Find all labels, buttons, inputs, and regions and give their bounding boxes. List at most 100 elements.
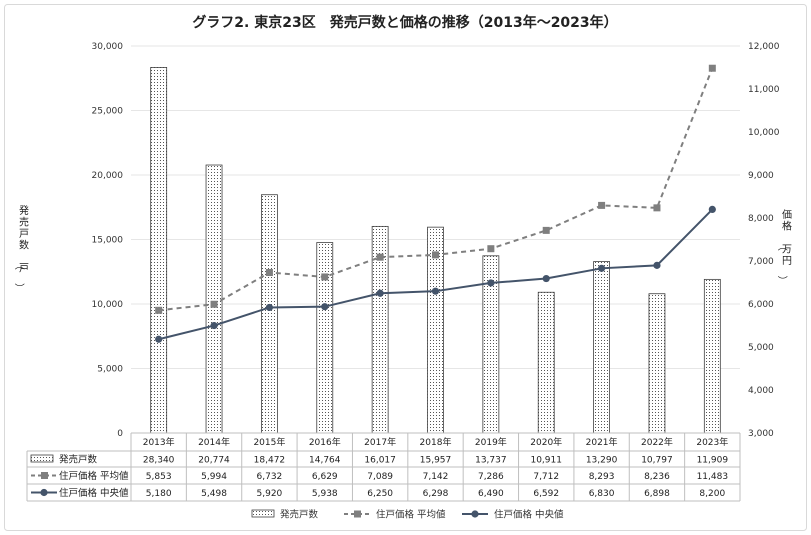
bar-units-sold [537, 291, 555, 434]
table-cell-average-price: 5,853 [146, 472, 172, 482]
bar-units-sold [648, 293, 666, 434]
x-category-label: 2014年 [198, 436, 230, 448]
point-average-price [210, 300, 218, 308]
x-category-label: 2021年 [586, 436, 618, 448]
point-average-price [542, 226, 550, 234]
x-category-label: 2015年 [253, 436, 285, 448]
table-cell-median-price: 8,200 [699, 489, 725, 499]
x-category-label: 2013年 [143, 436, 175, 448]
point-average-price [321, 273, 329, 281]
point-average-price [432, 251, 439, 259]
point-median-price [321, 303, 329, 311]
y-right-tick-label: 7,000 [748, 257, 774, 267]
table-cell-median-price: 6,490 [478, 489, 504, 499]
y-left-tick-label: 25,000 [92, 107, 124, 117]
bar-units-sold [316, 242, 334, 434]
point-average-price [487, 245, 495, 253]
legend-label: 発売戸数 [280, 509, 319, 521]
x-category-label: 2020年 [530, 436, 562, 448]
point-median-price [487, 279, 495, 287]
bar-units-sold [205, 164, 223, 434]
point-median-price [210, 321, 218, 330]
x-category-label: 2019年 [475, 436, 507, 448]
y-left-tick-label: 0 [117, 429, 123, 439]
y-right-tick-label: 9,000 [748, 171, 774, 181]
x-category-label: 2023年 [696, 436, 728, 448]
point-average-price [265, 269, 273, 277]
table-cell-units-sold: 13,737 [475, 456, 507, 466]
x-category-label: 2017年 [364, 436, 396, 448]
y-right-tick-label: 11,000 [748, 85, 780, 95]
table-cell-units-sold: 20,774 [198, 456, 230, 466]
y-left-tick-label: 30,000 [92, 42, 124, 52]
y-right-tick-label: 6,000 [748, 300, 774, 310]
table-cell-units-sold: 18,472 [254, 456, 286, 466]
table-cell-average-price: 8,293 [589, 472, 615, 482]
table-cell-average-price: 5,994 [201, 472, 227, 482]
table-cell-units-sold: 28,340 [143, 456, 175, 466]
table-cell-average-price: 7,286 [478, 472, 504, 482]
x-category-label: 2016年 [309, 436, 341, 448]
point-median-price [597, 264, 606, 272]
table-cell-median-price: 6,298 [423, 489, 449, 499]
point-average-price [653, 204, 661, 212]
table-cell-average-price: 7,089 [367, 472, 393, 482]
table-cell-units-sold: 10,797 [641, 456, 673, 466]
chart-frame [4, 4, 807, 531]
legend-marker-table-average-price [41, 472, 48, 479]
table-cell-average-price: 11,483 [697, 472, 729, 482]
legend-marker-average-price [354, 510, 361, 518]
table-row-label: 発売戸数 [59, 454, 98, 466]
table-cell-units-sold: 11,909 [697, 456, 729, 466]
point-median-price [653, 261, 661, 269]
point-average-price [155, 306, 163, 314]
point-average-price [708, 64, 716, 72]
point-median-price [708, 205, 716, 213]
table-cell-median-price: 5,938 [312, 489, 338, 499]
legend-marker-table-median-price [40, 488, 48, 497]
table-cell-average-price: 6,732 [257, 472, 283, 482]
bar-units-sold [150, 67, 168, 434]
table-cell-median-price: 5,920 [257, 489, 283, 499]
y-right-tick-label: 3,000 [748, 429, 774, 439]
y-right-tick-label: 12,000 [748, 42, 780, 52]
y-right-tick-label: 4,000 [748, 386, 774, 396]
table-cell-average-price: 7,142 [423, 472, 449, 482]
legend-label: 住戸価格 平均値 [376, 509, 446, 521]
table-row-label: 住戸価格 平均値 [59, 470, 129, 482]
bar-units-sold [593, 261, 610, 434]
chart-title: グラフ2. 東京23区 発売戸数と価格の推移（2013年～2023年） [192, 14, 617, 31]
point-average-price [598, 201, 606, 209]
x-category-label: 2022年 [641, 436, 673, 448]
legend-marker-median-price [471, 510, 479, 518]
legend-key-units-sold [251, 509, 275, 518]
y-left-tick-label: 5,000 [97, 365, 123, 375]
table-cell-median-price: 6,898 [644, 489, 670, 499]
y-right-axis-title: 価格（万円） [776, 208, 792, 286]
table-cell-average-price: 8,236 [644, 472, 670, 482]
table-cell-median-price: 6,830 [589, 489, 615, 499]
table-cell-units-sold: 16,017 [364, 456, 396, 466]
table-cell-average-price: 6,629 [312, 472, 338, 482]
y-left-axis-title: 発売戸数（戸） [13, 204, 29, 293]
table-cell-average-price: 7,712 [533, 472, 559, 482]
point-median-price [155, 335, 163, 343]
table-cell-units-sold: 13,290 [586, 456, 618, 466]
table-cell-units-sold: 10,911 [530, 456, 562, 466]
y-left-tick-label: 15,000 [92, 236, 124, 246]
table-cell-units-sold: 15,957 [420, 456, 452, 466]
y-right-tick-label: 10,000 [748, 128, 780, 138]
bar-units-sold [703, 278, 721, 434]
y-right-tick-label: 8,000 [748, 214, 774, 224]
table-row-label: 住戸価格 中央値 [59, 487, 129, 499]
point-median-price [265, 303, 274, 312]
point-median-price [376, 289, 384, 297]
legend-label: 住戸価格 中央値 [494, 509, 564, 521]
table-cell-units-sold: 14,764 [309, 456, 341, 466]
y-left-tick-label: 10,000 [92, 300, 124, 310]
x-category-label: 2018年 [420, 436, 452, 448]
bar-units-sold [261, 194, 278, 434]
legend-key-table-units-sold [30, 454, 54, 463]
y-left-tick-label: 20,000 [92, 171, 124, 181]
